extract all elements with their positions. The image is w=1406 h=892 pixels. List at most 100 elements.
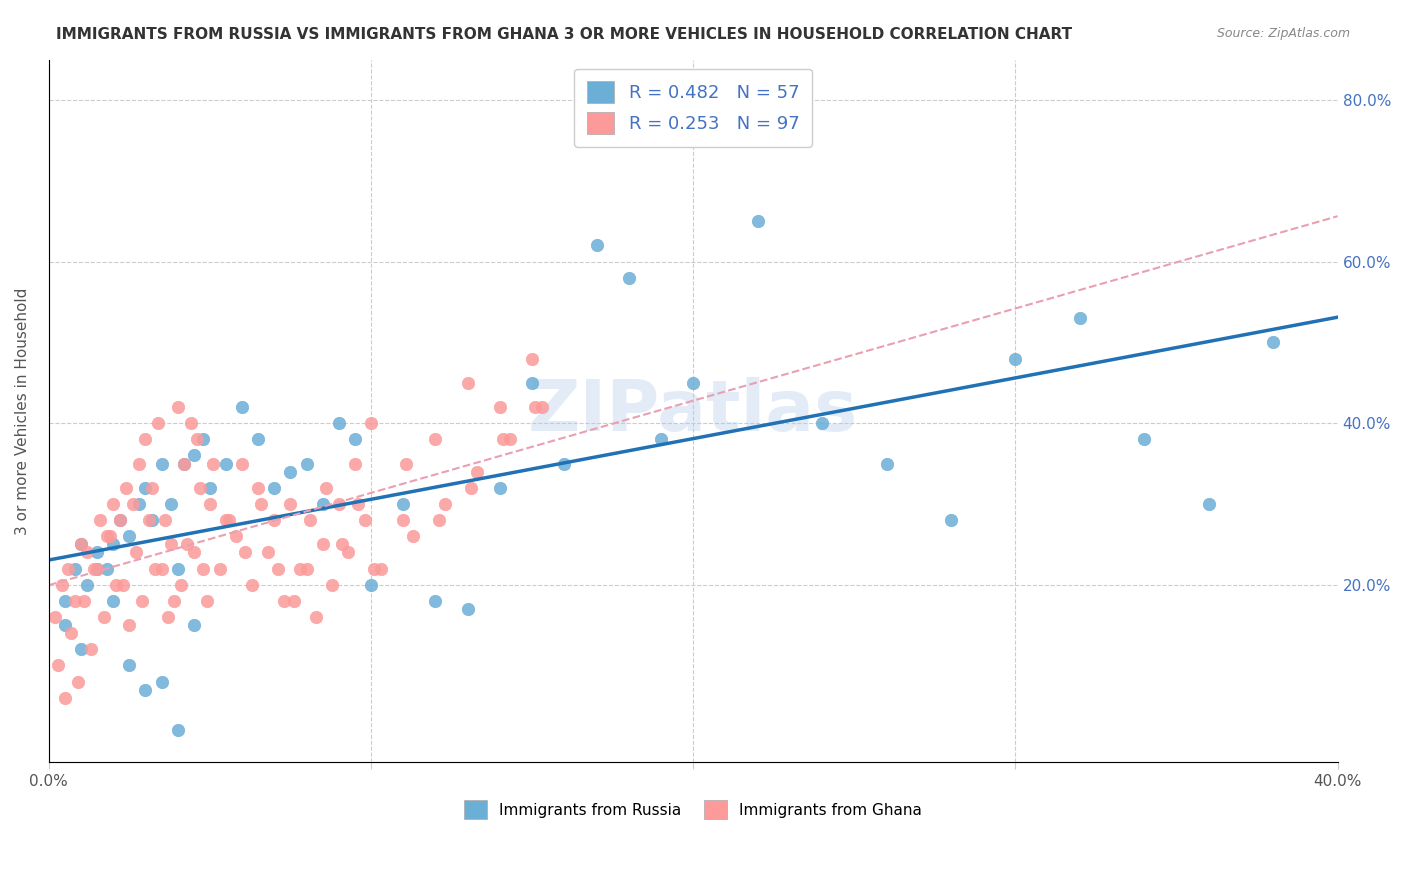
Point — [96, 529, 118, 543]
Point — [370, 561, 392, 575]
Point — [83, 561, 105, 575]
Point — [51, 578, 73, 592]
Point — [53, 690, 76, 705]
Point — [186, 432, 208, 446]
Point — [530, 400, 553, 414]
Point — [160, 537, 183, 551]
Point — [250, 497, 273, 511]
Point — [141, 513, 163, 527]
Point — [156, 610, 179, 624]
Point — [202, 457, 225, 471]
Point — [233, 545, 256, 559]
Point — [153, 513, 176, 527]
Point — [96, 561, 118, 575]
Point — [76, 578, 98, 592]
Point — [103, 537, 125, 551]
Point — [44, 610, 66, 624]
Point — [427, 513, 450, 527]
Point — [76, 545, 98, 559]
Point — [134, 481, 156, 495]
Point — [103, 594, 125, 608]
Point — [1263, 335, 1285, 350]
Point — [489, 400, 512, 414]
Point — [295, 561, 318, 575]
Point — [170, 578, 193, 592]
Point — [434, 497, 457, 511]
Point — [392, 513, 415, 527]
Point — [650, 432, 672, 446]
Point — [70, 537, 93, 551]
Point — [402, 529, 425, 543]
Point — [273, 594, 295, 608]
Point — [93, 610, 115, 624]
Point — [330, 537, 353, 551]
Point — [343, 432, 366, 446]
Point — [86, 545, 108, 559]
Point — [328, 497, 350, 511]
Point — [56, 561, 79, 575]
Point — [520, 376, 543, 390]
Point — [298, 513, 321, 527]
Legend: Immigrants from Russia, Immigrants from Ghana: Immigrants from Russia, Immigrants from … — [458, 794, 928, 825]
Point — [118, 658, 141, 673]
Point — [183, 545, 205, 559]
Point — [553, 457, 575, 471]
Point — [188, 481, 211, 495]
Point — [682, 376, 704, 390]
Text: ZIPatlas: ZIPatlas — [529, 376, 858, 445]
Point — [183, 449, 205, 463]
Point — [166, 723, 188, 738]
Point — [257, 545, 280, 559]
Point — [128, 497, 150, 511]
Point — [70, 537, 93, 551]
Text: IMMIGRANTS FROM RUSSIA VS IMMIGRANTS FROM GHANA 3 OR MORE VEHICLES IN HOUSEHOLD : IMMIGRANTS FROM RUSSIA VS IMMIGRANTS FRO… — [56, 27, 1073, 42]
Point — [460, 481, 482, 495]
Point — [231, 400, 253, 414]
Point — [125, 545, 148, 559]
Point — [876, 457, 898, 471]
Point — [86, 561, 108, 575]
Point — [425, 594, 447, 608]
Point — [283, 594, 305, 608]
Point — [1004, 351, 1026, 366]
Point — [465, 465, 488, 479]
Point — [225, 529, 247, 543]
Point — [115, 481, 138, 495]
Point — [131, 594, 153, 608]
Point — [60, 626, 83, 640]
Point — [617, 270, 640, 285]
Point — [118, 618, 141, 632]
Point — [121, 497, 143, 511]
Text: Source: ZipAtlas.com: Source: ZipAtlas.com — [1216, 27, 1350, 40]
Point — [173, 457, 195, 471]
Point — [63, 561, 86, 575]
Point — [288, 561, 311, 575]
Point — [305, 610, 328, 624]
Point — [215, 513, 238, 527]
Point — [193, 561, 215, 575]
Point — [143, 561, 166, 575]
Point — [198, 497, 221, 511]
Point — [215, 457, 238, 471]
Point — [150, 457, 173, 471]
Point — [148, 416, 170, 430]
Point — [141, 481, 163, 495]
Point — [48, 658, 70, 673]
Point — [198, 481, 221, 495]
Y-axis label: 3 or more Vehicles in Household: 3 or more Vehicles in Household — [15, 287, 30, 534]
Point — [524, 400, 547, 414]
Point — [134, 682, 156, 697]
Point — [1069, 311, 1091, 326]
Point — [337, 545, 360, 559]
Point — [108, 513, 131, 527]
Point — [79, 642, 101, 657]
Point — [489, 481, 512, 495]
Point — [347, 497, 370, 511]
Point — [195, 594, 218, 608]
Point — [70, 642, 93, 657]
Point — [360, 416, 382, 430]
Point — [180, 416, 202, 430]
Point — [89, 513, 111, 527]
Point — [280, 465, 302, 479]
Point — [150, 561, 173, 575]
